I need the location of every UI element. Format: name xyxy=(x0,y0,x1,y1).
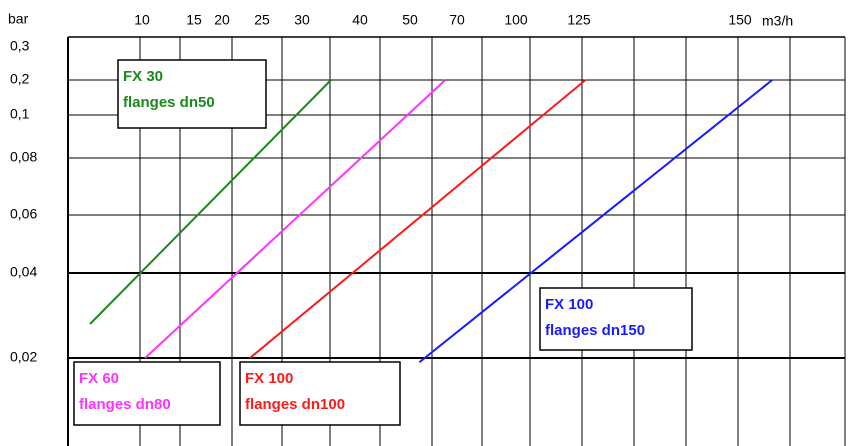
legend-name: FX 100 xyxy=(245,370,293,387)
x-tick-label: 125 xyxy=(567,12,591,28)
x-tick-label: 10 xyxy=(134,12,150,28)
x-tick-label: 40 xyxy=(352,12,368,28)
y-tick-label: 0,06 xyxy=(10,206,37,222)
x-tick-label: 150 xyxy=(728,12,752,28)
x-tick-label: 25 xyxy=(254,12,270,28)
y-tick-label: 0,02 xyxy=(10,349,37,365)
x-axis-label: m3/h xyxy=(762,13,793,29)
legend-box xyxy=(117,59,267,129)
legend-label: flanges dn50 xyxy=(123,94,215,111)
legend-box xyxy=(539,287,693,351)
x-tick-label: 100 xyxy=(504,12,528,28)
y-tick-label: 0,2 xyxy=(10,71,30,87)
x-tick-label: 20 xyxy=(214,12,230,28)
x-tick-label: 70 xyxy=(449,12,465,28)
series-line xyxy=(249,79,587,359)
y-tick-label: 0,08 xyxy=(10,149,37,165)
y-tick-label: 0,04 xyxy=(10,264,37,280)
legend-box xyxy=(239,361,401,426)
legend-box xyxy=(73,361,221,426)
legend-name: FX 30 xyxy=(123,68,163,85)
y-axis-label: bar xyxy=(8,11,29,27)
x-tick-label: 15 xyxy=(186,12,202,28)
legend-name: FX 60 xyxy=(79,370,119,387)
legend-label: flanges dn80 xyxy=(79,396,171,413)
y-tick-label: 0,3 xyxy=(10,38,30,54)
series-line xyxy=(144,79,446,359)
series-line xyxy=(89,79,332,325)
series-line xyxy=(418,79,773,364)
legend-name: FX 100 xyxy=(545,296,593,313)
x-tick-label: 50 xyxy=(402,12,418,28)
legend-label: flanges dn150 xyxy=(545,322,645,339)
legend-label: flanges dn100 xyxy=(245,396,345,413)
y-tick-label: 0,1 xyxy=(10,106,30,122)
x-tick-label: 30 xyxy=(294,12,310,28)
